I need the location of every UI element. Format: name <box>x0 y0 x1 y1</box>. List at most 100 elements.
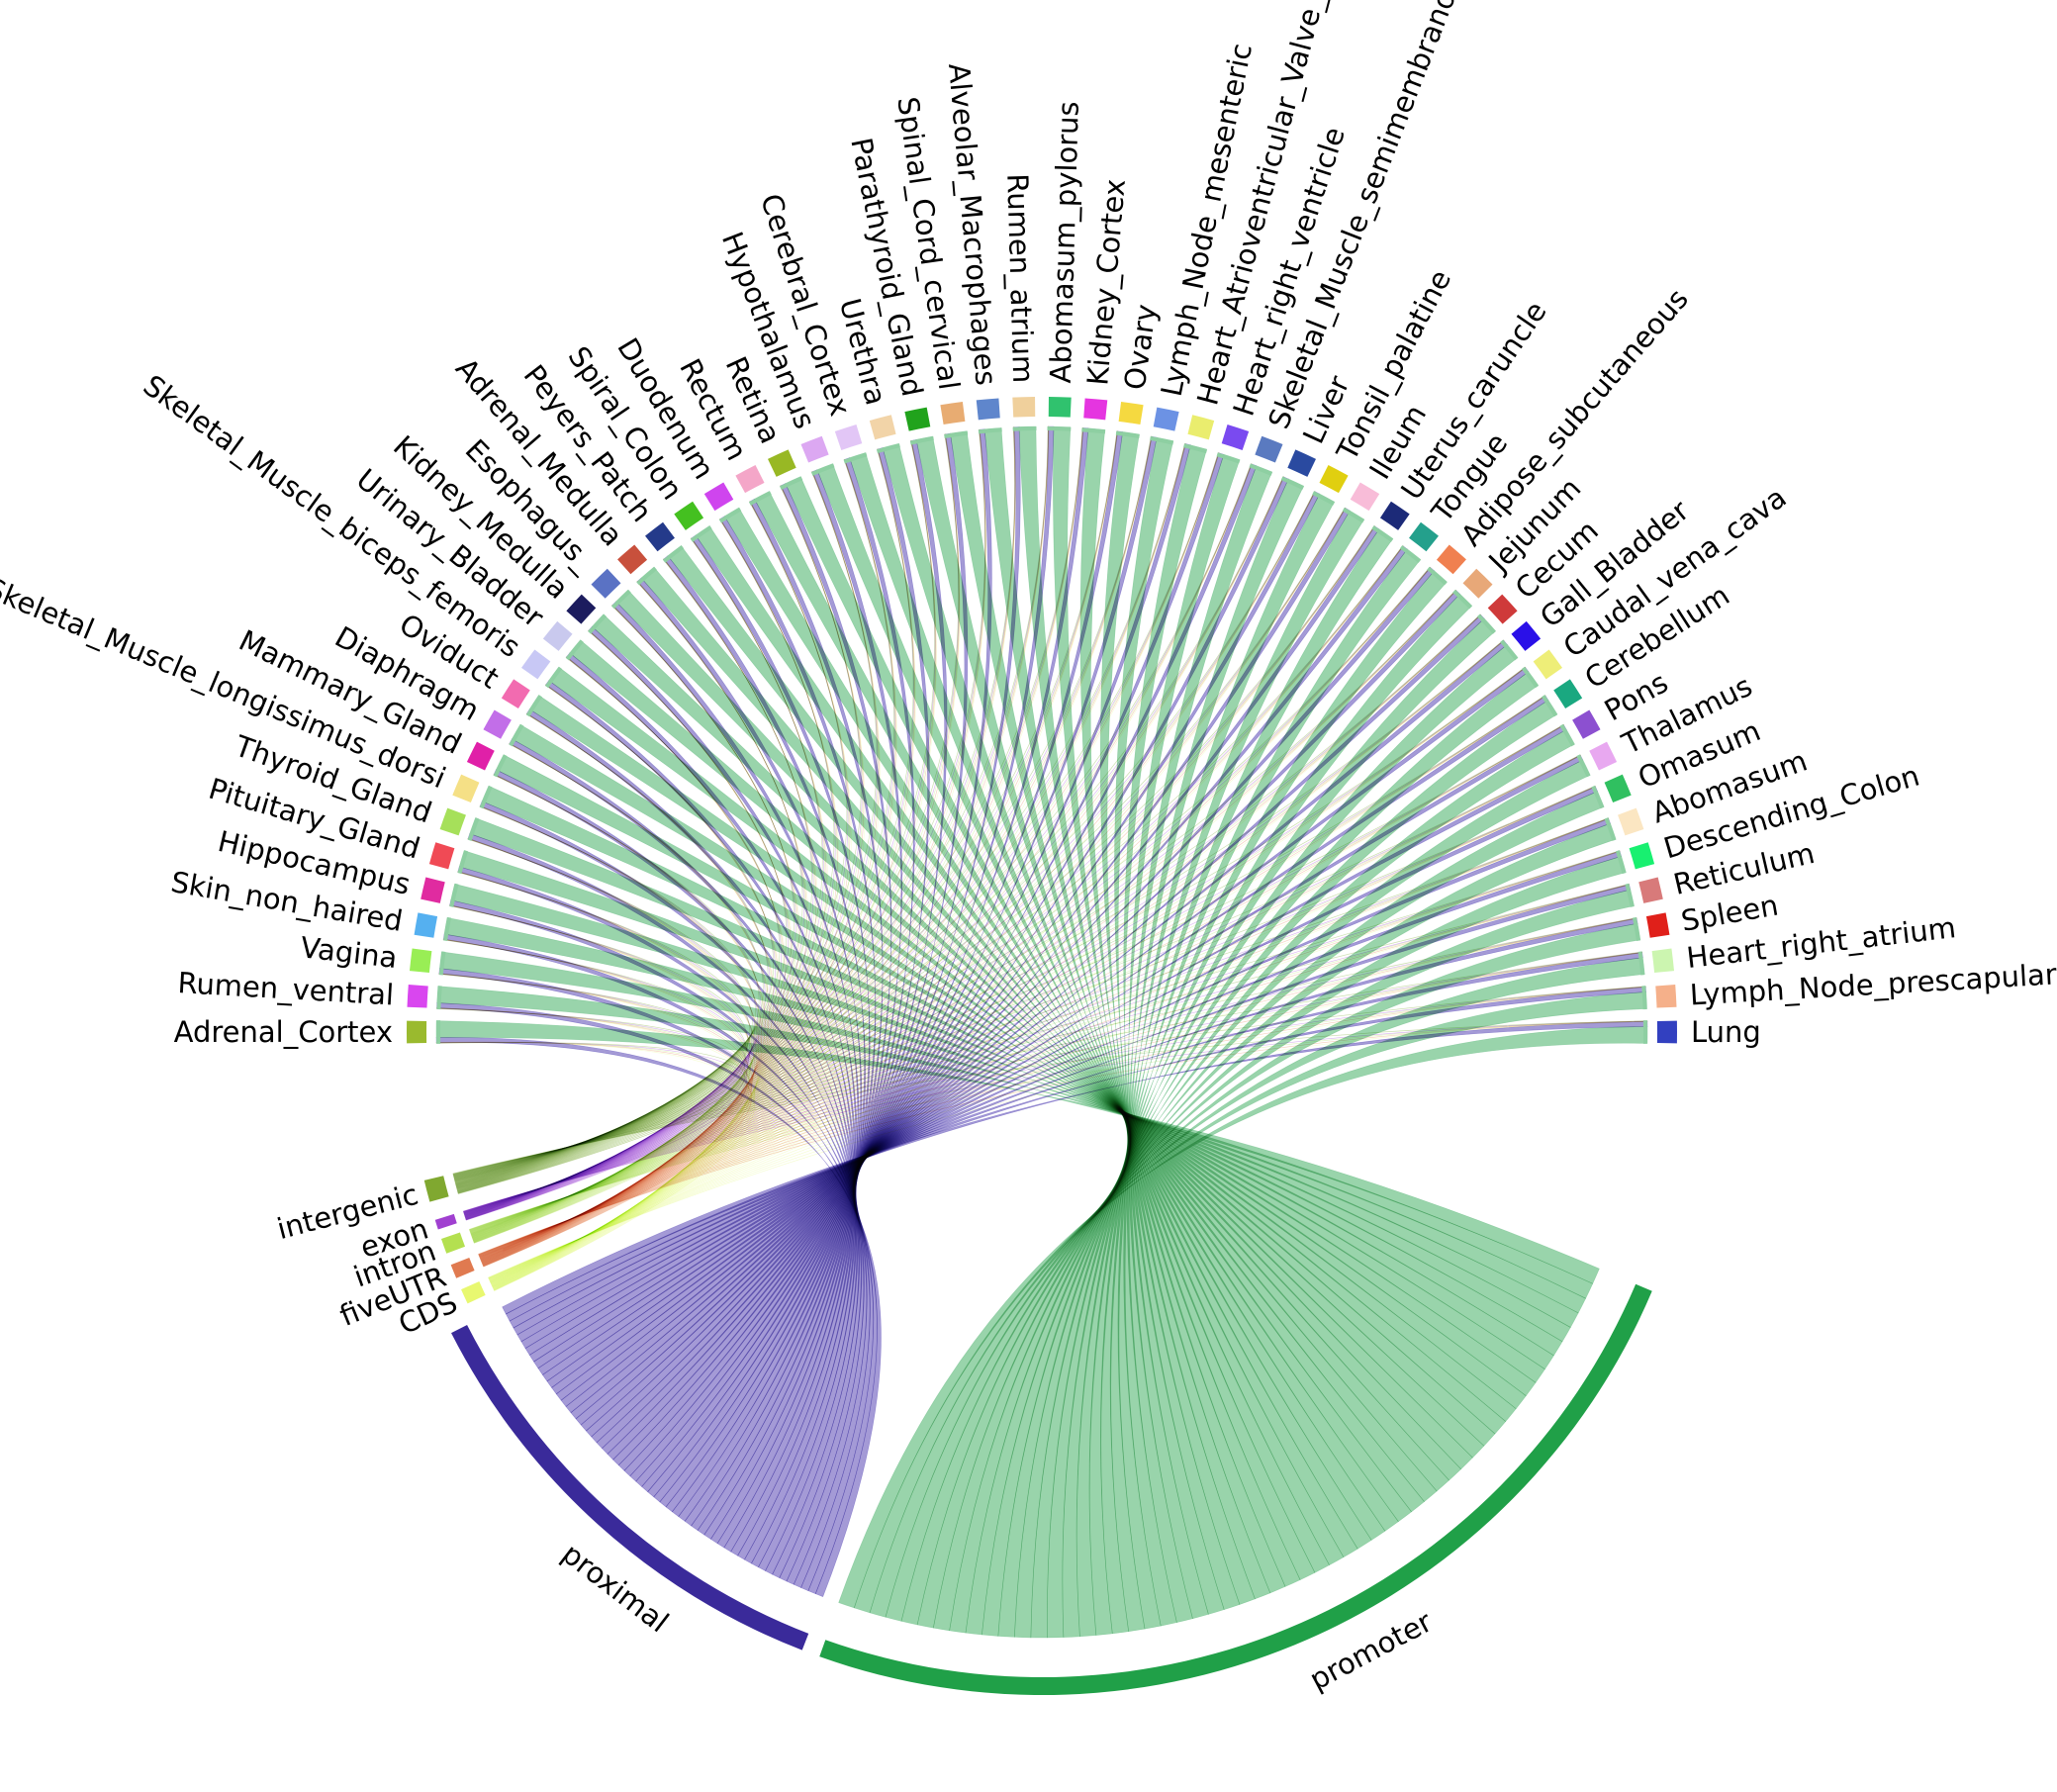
arc-heart-right-ventricle <box>1221 424 1250 450</box>
arc-ileum <box>1350 482 1380 512</box>
inner-arc-skin-non-haired <box>443 916 452 942</box>
arc-abomasum-pylorus <box>1048 397 1072 418</box>
arc-adrenal-medulla <box>617 544 648 575</box>
label-vagina: Vagina <box>299 930 399 975</box>
label-rumen-atrium: Rumen_atrium <box>1000 173 1040 384</box>
arc-uterus-caruncle <box>1379 501 1410 530</box>
arc-cerebellum <box>1553 679 1583 709</box>
arc-reticulum <box>1638 877 1663 903</box>
arc-ovary <box>1118 402 1144 424</box>
arc-cds <box>461 1280 486 1304</box>
inner-arc-tongue <box>1399 545 1422 563</box>
inner-arc-spinal-cord-cervical <box>944 430 969 438</box>
arc-kidney-medulla <box>566 594 597 624</box>
label-lung: Lung <box>1691 1015 1761 1049</box>
arc-tongue <box>1409 521 1439 552</box>
inner-arc-peyers-patch <box>662 545 685 563</box>
inner-arc-skeletal-muscle-biceps-femoris <box>544 666 563 689</box>
arc-cecum <box>1487 594 1518 624</box>
arc-spleen <box>1645 912 1670 938</box>
arc-lung <box>1656 1020 1677 1044</box>
inner-arc-cecum <box>1476 613 1496 634</box>
inner-arc-abomasum-pylorus <box>1047 426 1072 431</box>
arc-mammary-gland <box>466 741 495 771</box>
ribbon-lung-promoter <box>838 1026 1648 1609</box>
segment-arcs <box>407 397 1677 1695</box>
ribbon-lung-intron <box>468 1020 1648 1230</box>
inner-arc-skeletal-muscle-longissimus-dorsi <box>479 785 493 809</box>
arc-vagina <box>409 948 432 974</box>
inner-arc-kidney-cortex <box>1081 427 1106 434</box>
arc-thyroid-gland <box>439 807 466 836</box>
arc-adipose-subcutaneous <box>1436 544 1466 575</box>
arc-oviduct <box>501 679 530 709</box>
ribbon-lung-intergenic <box>452 1020 1648 1175</box>
inner-arc-heart-right-ventricle <box>1216 452 1241 464</box>
inner-arc-retina <box>779 476 803 490</box>
inner-arc-pons <box>1559 723 1575 747</box>
inner-arc-uterus-caruncle <box>1371 525 1394 542</box>
inner-arc-esophagus <box>611 589 631 610</box>
label-skeletal-muscle-longissimus-dorsi: Skeletal_Muscle_longissimus_dorsi <box>0 571 450 795</box>
arc-kidney-cortex <box>1083 398 1108 421</box>
arc-esophagus <box>591 568 621 599</box>
inner-arc-reticulum <box>1625 883 1635 907</box>
chord-ribbons <box>435 425 1648 1639</box>
arc-heart-atrioventricular-valve-left <box>1187 415 1215 440</box>
inner-arc-skeletal-muscle-semimembranosus <box>1249 463 1273 476</box>
inner-arc-thalamus <box>1576 754 1591 778</box>
arc-fiveutr <box>450 1257 475 1278</box>
arc-hypothalamus <box>800 435 829 463</box>
inner-arc-hypothalamus <box>810 463 835 476</box>
arc-hippocampus <box>421 877 445 903</box>
arc-jejunum <box>1462 568 1493 599</box>
arc-rumen-ventral <box>407 985 428 1008</box>
inner-arc-parathyroid-gland <box>909 435 934 445</box>
arc-intron <box>440 1232 466 1254</box>
label-abomasum-pylorus: Abomasum_pylorus <box>1044 101 1085 384</box>
inner-arc-urethra <box>876 443 900 454</box>
arc-tonsil-palatine <box>1319 464 1349 494</box>
arc-liver <box>1287 449 1316 477</box>
inner-arc-spiral-colon <box>690 525 712 542</box>
arc-adrenal-cortex <box>407 1020 427 1044</box>
arc-spinal-cord-cervical <box>940 402 966 424</box>
inner-arc-jejunum <box>1452 589 1472 610</box>
arc-parathyroid-gland <box>904 407 931 431</box>
ribbon-lung-cds <box>488 1021 1648 1278</box>
inner-arc-tonsil-palatine <box>1312 491 1336 506</box>
arc-cerebral-cortex <box>834 424 863 450</box>
inner-arc-rumen-atrium <box>1012 426 1037 431</box>
inner-arc-vagina <box>438 951 446 976</box>
arc-diaphragm <box>483 709 512 739</box>
inner-arc-heart-atrioventricular-valve-left <box>1183 443 1208 454</box>
ribbon-lung-exon <box>462 1020 1648 1212</box>
inner-arc-pituitary-gland <box>457 850 469 875</box>
arc-skin-non-haired <box>414 912 438 938</box>
inner-arc-lymph-node-prescapular <box>1641 986 1647 1010</box>
arc-abomasum <box>1618 807 1644 836</box>
inner-arc-lymph-node-mesenteric <box>1150 435 1174 445</box>
inner-arc-gall-bladder <box>1500 639 1519 661</box>
arc-exon <box>434 1213 457 1230</box>
inner-arc-liver <box>1280 476 1305 490</box>
arc-alveolar-macrophages <box>976 398 1000 421</box>
inner-arc-caudal-vena-cava <box>1521 666 1540 689</box>
inner-arc-cerebral-cortex <box>843 452 868 464</box>
inner-arc-alveolar-macrophages <box>978 427 1002 434</box>
inner-arc-abomasum <box>1604 817 1617 841</box>
arc-caudal-vena-cava <box>1533 649 1562 680</box>
arc-lymph-node-mesenteric <box>1153 407 1179 431</box>
arc-peyers-patch <box>645 521 675 552</box>
inner-arc-lung <box>1642 1020 1648 1044</box>
arc-skeletal-muscle-semimembranosus <box>1255 435 1283 463</box>
arc-descending-colon <box>1629 842 1655 870</box>
inner-arc-hippocampus <box>449 883 459 907</box>
arc-retina <box>768 449 796 477</box>
inner-arc-heart-right-atrium <box>1637 951 1645 976</box>
arc-urethra <box>869 415 896 440</box>
inner-arc-omasum <box>1591 785 1605 809</box>
inner-arc-mammary-gland <box>493 754 508 778</box>
inner-arc-ovary <box>1115 430 1140 438</box>
